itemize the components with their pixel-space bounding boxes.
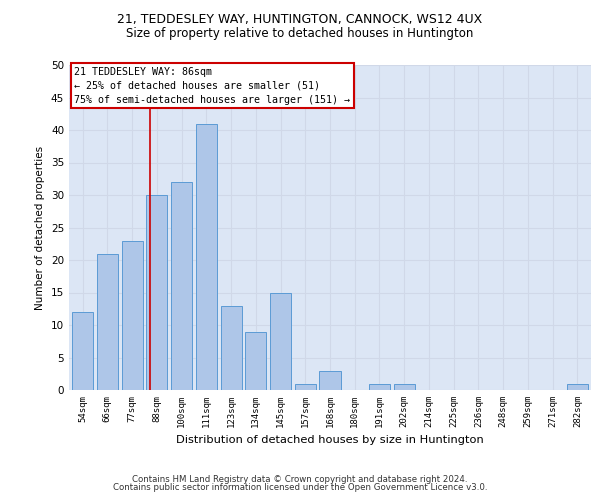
Bar: [171, 182, 192, 390]
Text: Contains public sector information licensed under the Open Government Licence v3: Contains public sector information licen…: [113, 484, 487, 492]
X-axis label: Distribution of detached houses by size in Huntington: Distribution of detached houses by size …: [176, 436, 484, 446]
Bar: [319, 370, 341, 390]
Bar: [221, 306, 242, 390]
Bar: [369, 384, 390, 390]
Bar: [146, 195, 167, 390]
Bar: [245, 332, 266, 390]
Text: Size of property relative to detached houses in Huntington: Size of property relative to detached ho…: [127, 28, 473, 40]
Bar: [567, 384, 588, 390]
Bar: [270, 292, 291, 390]
Text: 21, TEDDESLEY WAY, HUNTINGTON, CANNOCK, WS12 4UX: 21, TEDDESLEY WAY, HUNTINGTON, CANNOCK, …: [118, 12, 482, 26]
Bar: [394, 384, 415, 390]
Text: Contains HM Land Registry data © Crown copyright and database right 2024.: Contains HM Land Registry data © Crown c…: [132, 475, 468, 484]
Bar: [97, 254, 118, 390]
Bar: [196, 124, 217, 390]
Bar: [72, 312, 93, 390]
Text: 21 TEDDESLEY WAY: 86sqm
← 25% of detached houses are smaller (51)
75% of semi-de: 21 TEDDESLEY WAY: 86sqm ← 25% of detache…: [74, 66, 350, 104]
Bar: [295, 384, 316, 390]
Bar: [122, 240, 143, 390]
Y-axis label: Number of detached properties: Number of detached properties: [35, 146, 46, 310]
